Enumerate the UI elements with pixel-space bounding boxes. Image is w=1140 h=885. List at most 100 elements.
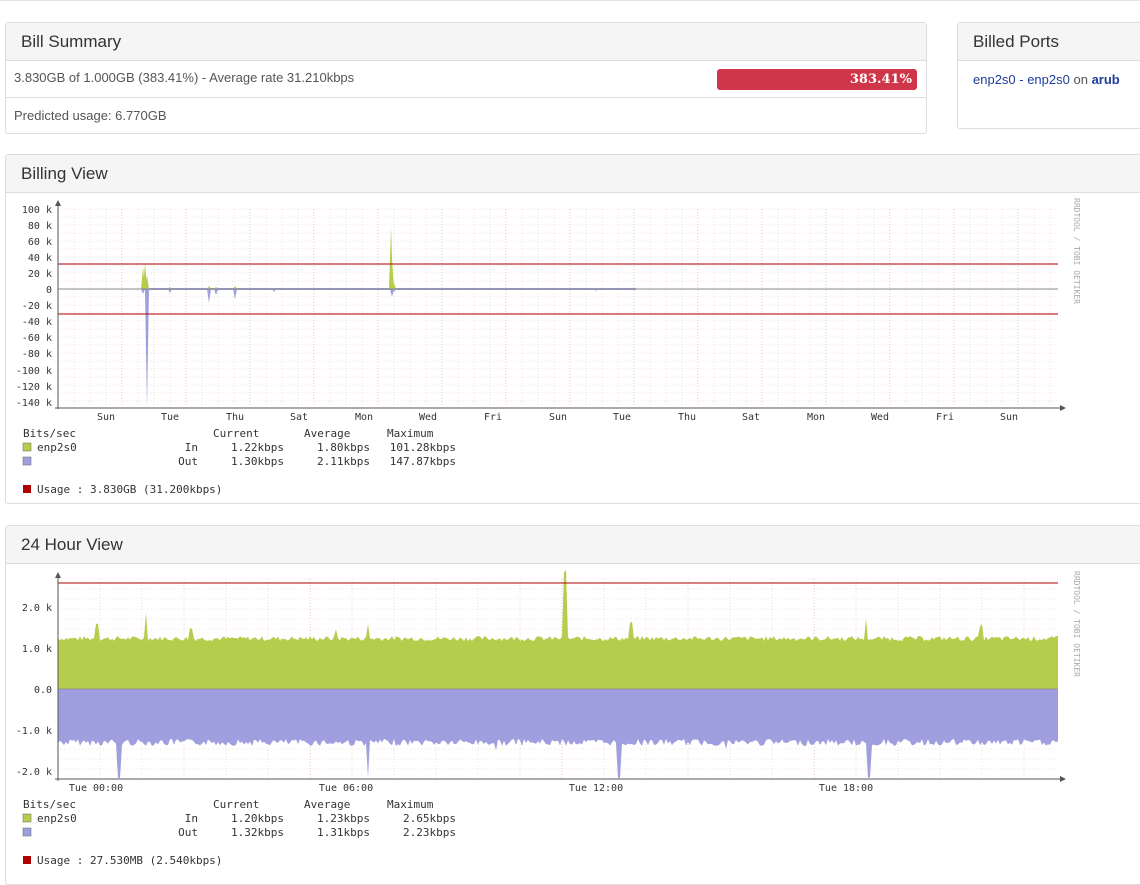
x-tick-label: Thu xyxy=(226,412,244,423)
legend-in-average: 1.80kbps xyxy=(317,441,370,454)
traffic-out-spike xyxy=(390,289,394,297)
legend-in-current: 1.22kbps xyxy=(231,441,284,454)
usage-progress-label: 383.41% xyxy=(849,72,912,87)
x-tick-label: Fri xyxy=(484,412,502,423)
day-legend-in-average: 1.23kbps xyxy=(317,812,370,825)
traffic-out-spike xyxy=(214,289,218,295)
billing-y-arrow xyxy=(55,200,61,206)
y-tick-label: -120 k xyxy=(16,382,52,393)
day-legend-out-maximum: 2.23kbps xyxy=(403,826,456,839)
y-tick-label: 60 k xyxy=(28,237,52,248)
day-y-arrow xyxy=(55,572,61,578)
bill-summary-title: Bill Summary xyxy=(6,23,926,61)
legend-in-label: In xyxy=(185,441,198,454)
y-tick-label: -1.0 k xyxy=(16,726,52,737)
day-legend-port: enp2s0 xyxy=(37,812,77,825)
day-x-tick-labels: Tue 00:00 Tue 06:00 Tue 12:00 Tue 18:00 xyxy=(69,783,873,794)
y-tick-label: 2.0 k xyxy=(22,603,52,614)
y-tick-label: 80 k xyxy=(28,221,52,232)
day-legend-out-swatch xyxy=(22,827,32,837)
billing-view-panel: Billing View 100 k 80 k 60 k 40 k 20 k 0 -20 k… xyxy=(5,154,1140,504)
billing-grid xyxy=(57,208,1058,407)
y-tick-label: -80 k xyxy=(22,349,52,360)
billing-graph: 100 k 80 k 60 k 40 k 20 k 0 -20 k -40 k -60 k -80… xyxy=(16,198,1081,496)
day-traffic-area xyxy=(58,569,1058,778)
y-tick-label: -100 k xyxy=(16,366,52,377)
predicted-usage-text: Predicted usage: 6.770GB xyxy=(14,108,167,123)
port-on-text: on xyxy=(1073,72,1088,87)
day-legend-col-average: Average xyxy=(304,798,350,811)
legend-port: enp2s0 xyxy=(37,441,77,454)
legend-usage: Usage : 3.830GB (31.200kbps) xyxy=(37,483,222,496)
traffic-in-spike xyxy=(390,259,394,289)
billed-ports-panel: Billed Ports enp2s0 - enp2s0 on arub xyxy=(957,22,1140,129)
y-tick-label: -2.0 k xyxy=(16,767,52,778)
legend-col-current: Current xyxy=(213,427,259,440)
day-legend-in-label: In xyxy=(185,812,198,825)
x-tick-label: Wed xyxy=(871,412,889,423)
traffic-out-spike xyxy=(207,289,211,303)
billing-y-tick-labels: 100 k 80 k 60 k 40 k 20 k 0 -20 k -40 k -60 k -80… xyxy=(16,205,52,409)
day-legend-col-maximum: Maximum xyxy=(387,798,434,811)
traffic-out-spike xyxy=(168,289,172,293)
y-tick-label: 20 k xyxy=(28,269,52,280)
legend-out-average: 2.11kbps xyxy=(317,455,370,468)
y-tick-label: -140 k xyxy=(16,398,52,409)
day-legend: Bits/sec Current Average Maximum enp2s0 … xyxy=(22,798,456,867)
usage-text: 3.830GB of 1.000GB (383.41%) - Average r… xyxy=(14,70,355,85)
x-tick-label: Tue 06:00 xyxy=(319,783,373,794)
day-legend-header: Bits/sec xyxy=(23,798,76,811)
day-legend-usage-swatch xyxy=(23,856,31,864)
legend-in-maximum: 101.28kbps xyxy=(390,441,456,454)
day-legend-in-swatch xyxy=(22,813,32,823)
billing-watermark: RRDTOOL / TOBI OETIKER xyxy=(1072,198,1081,304)
traffic-out-area xyxy=(58,689,1058,778)
billing-view-title: Billing View xyxy=(6,155,1140,193)
legend-col-average: Average xyxy=(304,427,350,440)
port-link[interactable]: enp2s0 - enp2s0 xyxy=(973,72,1070,87)
day-graph: 2.0 k1.0 k0.0-1.0 k-2.0 k Tue 00:00 Tue 0… xyxy=(16,569,1081,867)
day-legend-out-label: Out xyxy=(178,826,198,839)
billing-plot-area xyxy=(58,205,1058,406)
x-tick-label: Sun xyxy=(1000,412,1018,423)
legend-out-label: Out xyxy=(178,455,198,468)
traffic-in-spike xyxy=(233,286,237,289)
traffic-in-spike xyxy=(207,286,211,289)
day-legend-usage: Usage : 27.530MB (2.540kbps) xyxy=(37,854,222,867)
legend-out-maximum: 147.87kbps xyxy=(390,455,456,468)
y-tick-label: 100 k xyxy=(22,205,52,216)
day-watermark: RRDTOOL / TOBI OETIKER xyxy=(1072,571,1081,677)
x-tick-label: Fri xyxy=(936,412,954,423)
legend-in-swatch xyxy=(22,442,32,452)
day-legend-out-average: 1.31kbps xyxy=(317,826,370,839)
device-link[interactable]: arub xyxy=(1091,72,1120,87)
day-y-tick-labels: 2.0 k 1.0 k 0.0 -1.0 k -2.0 k xyxy=(16,603,52,778)
legend-usage-swatch xyxy=(23,485,31,493)
traffic-out-spike xyxy=(233,289,237,299)
day-legend-col-current: Current xyxy=(213,798,259,811)
day-legend-in-maximum: 2.65kbps xyxy=(403,812,456,825)
traffic-in-area xyxy=(58,569,1058,689)
day-view-panel: 24 Hour View 2.0 k 1.0 k 0.0 -1.0 k -2.0 k T… xyxy=(5,525,1140,885)
traffic-out-spike xyxy=(145,289,149,409)
x-tick-label: Tue 18:00 xyxy=(819,783,873,794)
traffic-in-spike xyxy=(392,283,396,289)
x-tick-label: Sat xyxy=(290,412,308,423)
billed-ports-title: Billed Ports xyxy=(958,23,1140,61)
legend-out-swatch xyxy=(22,456,32,466)
x-tick-label: Mon xyxy=(355,412,373,423)
billing-legend: Bits/sec Current Average Maximum enp2s0 … xyxy=(22,427,456,496)
traffic-out-spike xyxy=(392,289,396,292)
y-tick-label: -40 k xyxy=(22,317,52,328)
legend-col-maximum: Maximum xyxy=(387,427,434,440)
bill-summary-panel: Bill Summary 3.830GB of 1.000GB (383.41%… xyxy=(5,22,927,134)
y-tick-label: -20 k xyxy=(22,301,52,312)
day-x-arrow xyxy=(1060,776,1066,782)
legend-header: Bits/sec xyxy=(23,427,76,440)
y-tick-label: 40 k xyxy=(28,253,52,264)
traffic-in-spike xyxy=(145,275,149,289)
y-tick-label: 1.0 k xyxy=(22,644,52,655)
port-entry: enp2s0 - enp2s0 on arub xyxy=(958,70,1140,90)
x-tick-label: Tue xyxy=(613,412,631,423)
day-legend-out-current: 1.32kbps xyxy=(231,826,284,839)
